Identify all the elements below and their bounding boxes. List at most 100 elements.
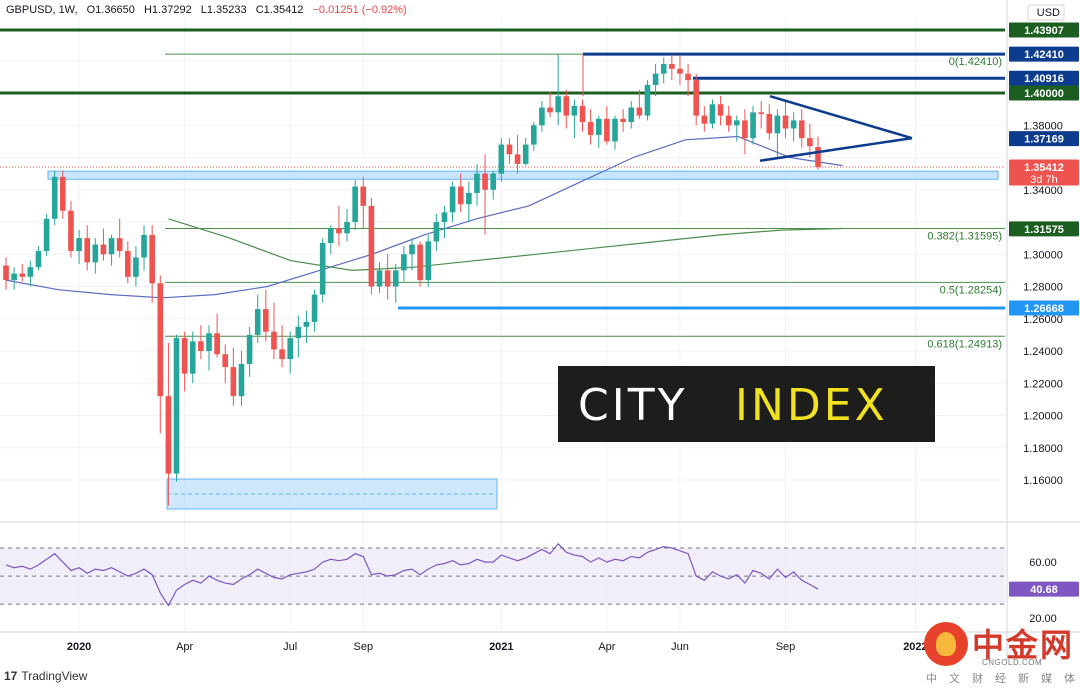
- candle-body-34: [279, 349, 285, 360]
- candle-body-18: [149, 234, 155, 284]
- currency-label: USD: [1037, 7, 1060, 19]
- time-tick-7: Sep: [776, 641, 796, 653]
- candle-body-43: [352, 186, 358, 223]
- level-label-5: 1.35412: [1024, 162, 1064, 174]
- candle-body-22: [181, 338, 188, 374]
- rsi-line: [5, 542, 819, 607]
- candle-body-15: [125, 251, 131, 277]
- candle-body-70: [571, 105, 578, 116]
- tradingview-logo[interactable]: 17 TradingView: [4, 669, 87, 683]
- candle-body-61: [498, 144, 505, 174]
- candle-body-80: [652, 73, 659, 85]
- candle-body-67: [547, 107, 553, 113]
- candle-body-40: [328, 228, 334, 243]
- candle-body-60: [490, 173, 496, 190]
- candle-body-8: [68, 210, 74, 252]
- candle-body-36: [295, 326, 302, 339]
- candle-body-94: [766, 113, 773, 134]
- candle-body-31: [254, 309, 261, 335]
- price-tick-4: 1.24000: [1023, 346, 1063, 358]
- candle-body-7: [60, 176, 66, 211]
- watermark-url: CNGOLD.COM: [982, 658, 1043, 667]
- level-label-bg-1: [1009, 46, 1079, 62]
- candle-body-54: [441, 212, 448, 223]
- support-zone-upper: [47, 170, 999, 180]
- tv-brand: TradingView: [21, 669, 88, 683]
- open-value: O1.36650: [86, 4, 135, 16]
- candle-body-73: [595, 118, 602, 135]
- candle-body-9: [76, 238, 82, 252]
- city-index-word1: CITY: [578, 380, 687, 431]
- candle-body-28: [230, 367, 237, 397]
- level-label-2: 1.40916: [1024, 73, 1064, 85]
- candle-body-79: [644, 84, 651, 116]
- level-label-bg-6: [1009, 221, 1079, 237]
- watermark-name: 中金网: [972, 626, 1075, 664]
- time-tick-6: Jun: [671, 641, 689, 653]
- candle-body-46: [376, 270, 383, 287]
- candle-body-92: [750, 112, 756, 139]
- candle-body-100: [815, 147, 821, 167]
- candle-body-71: [579, 105, 586, 123]
- price-axis[interactable]: 1.43907 1.42410 1.40916 1.40000 1.37169 1.354…: [558, 0, 1079, 660]
- candle-body-26: [214, 333, 220, 355]
- triangle-upper-line: [769, 95, 913, 140]
- candle-body-77: [628, 107, 635, 123]
- level-label-extra-5: 3d 7h: [1030, 174, 1058, 186]
- symbol-header: GBPUSD, 1W, O1.36650 H1.37292 L1.35233 C…: [6, 4, 413, 16]
- candle-body-53: [433, 222, 440, 242]
- time-axis[interactable]: 2020 Apr Jul Sep 2021 Apr Jun Sep 2022: [0, 631, 1080, 653]
- candle-body-12: [100, 244, 107, 255]
- candle-body-89: [725, 115, 732, 126]
- close-value: C1.35412: [255, 4, 304, 16]
- candle-body-99: [807, 138, 813, 147]
- time-tick-5: Apr: [598, 641, 615, 653]
- triangle-pattern: [759, 95, 913, 162]
- candle-body-25: [206, 333, 212, 352]
- candle-body-14: [116, 238, 123, 252]
- candle-body-39: [319, 242, 326, 295]
- candle-body-84: [685, 73, 691, 81]
- candle-body-19: [157, 283, 164, 397]
- tv-logo-icon: 17: [4, 669, 18, 683]
- candle-body-78: [636, 107, 643, 116]
- rsi-tick-2: 60.00: [1029, 557, 1057, 569]
- candle-body-44: [360, 186, 367, 206]
- candle-body-6: [51, 176, 58, 219]
- level-label-bg-0: [1009, 22, 1079, 38]
- fib-label-0: 0(1.42410): [949, 56, 1002, 68]
- level-label-bg-3: [1009, 85, 1079, 101]
- candle-body-58: [474, 173, 480, 193]
- candle-body-23: [189, 341, 196, 374]
- price-tick-3: 1.22000: [1023, 378, 1063, 390]
- watermark-sub: 中文财经新媒体: [926, 672, 1080, 685]
- candle-body-41: [336, 228, 342, 234]
- candles: [3, 54, 821, 506]
- candle-body-50: [409, 244, 415, 255]
- candle-body-0: [3, 265, 9, 281]
- price-tick-6: 1.28000: [1023, 282, 1063, 294]
- candle-body-45: [368, 205, 375, 287]
- candle-body-98: [798, 120, 805, 139]
- candle-body-30: [246, 334, 253, 364]
- cngold-watermark: 中金网 CNGOLD.COM 中文财经新媒体: [924, 620, 1075, 690]
- candle-body-56: [457, 186, 464, 205]
- candle-body-37: [303, 321, 310, 327]
- price-tick-11: 1.38000: [1023, 120, 1063, 132]
- candle-body-16: [133, 257, 139, 277]
- candle-body-52: [425, 241, 432, 281]
- level-label-6: 1.31575: [1024, 224, 1064, 236]
- candle-body-2: [19, 273, 26, 277]
- candle-body-93: [758, 112, 764, 114]
- candle-body-57: [466, 192, 472, 205]
- candle-body-38: [311, 294, 318, 322]
- level-label-3: 1.40000: [1024, 88, 1064, 100]
- low-value: L1.35233: [200, 4, 247, 16]
- level-label-bg-4: [1009, 131, 1079, 147]
- fib-label-3: 0.618(1.24913): [927, 338, 1002, 350]
- candle-body-86: [701, 115, 708, 124]
- triangle-lower-line: [759, 136, 913, 162]
- city-index-bg: [558, 366, 935, 442]
- symbol-label[interactable]: GBPUSD, 1W,: [6, 4, 78, 16]
